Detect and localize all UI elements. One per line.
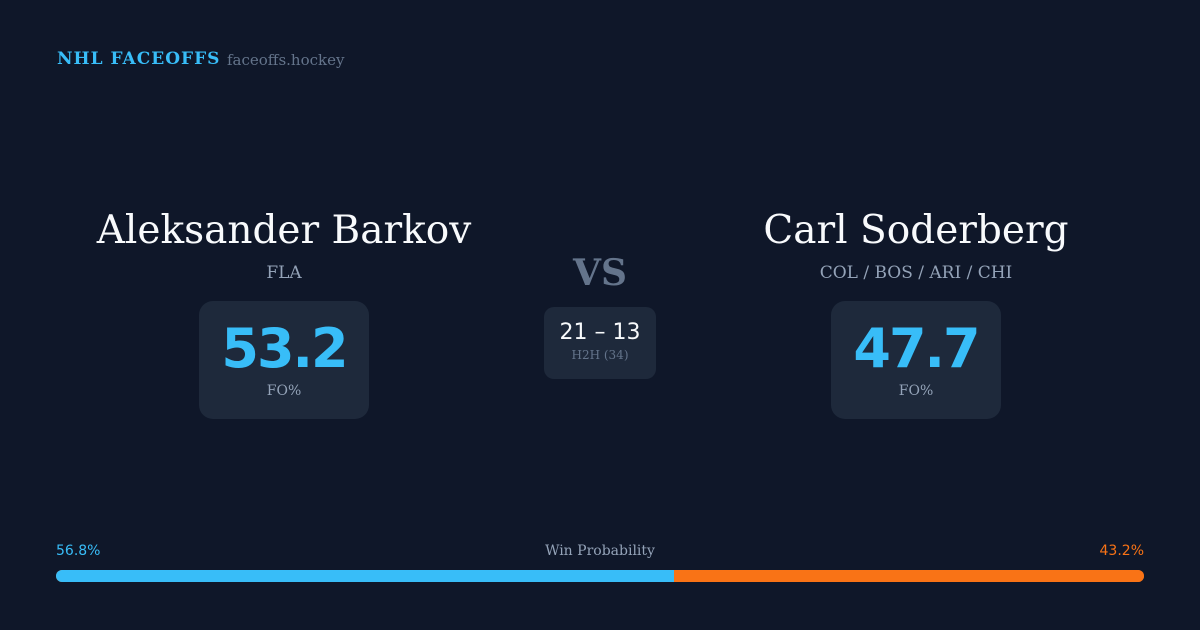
- player-1-name: Aleksander Barkov: [96, 208, 472, 253]
- player-2-team: COL / BOS / ARI / CHI: [819, 263, 1013, 283]
- player-2-fo-pct: 47.7: [853, 317, 980, 380]
- player-2-prob-fill: [673, 570, 1144, 582]
- site-domain: faceoffs.hockey: [227, 51, 345, 69]
- h2h-card: 21 – 13 H2H (34): [544, 307, 656, 379]
- player-1-fo-pct: 53.2: [221, 317, 348, 380]
- win-probability-label: Win Probability: [545, 543, 655, 559]
- player-1-prob-fill: [56, 570, 674, 582]
- player-2-fo-card: 47.7 FO%: [831, 301, 1001, 419]
- player-1-fo-label: FO%: [266, 383, 302, 399]
- player-2-win-prob: 43.2%: [1099, 543, 1144, 559]
- player-2-name: Carl Soderberg: [763, 208, 1069, 253]
- h2h-label: H2H (34): [571, 348, 629, 362]
- player-1-panel: Aleksander Barkov FLA 53.2 FO%: [44, 206, 524, 419]
- h2h-score: 21 – 13: [559, 320, 641, 345]
- player-2-fo-label: FO%: [898, 383, 934, 399]
- player-1-team: FLA: [266, 263, 302, 283]
- versus-label: VS: [573, 252, 627, 294]
- player-1-fo-card: 53.2 FO%: [199, 301, 369, 419]
- brand-title: NHL FACEOFFS: [57, 49, 221, 69]
- win-probability-bar: [56, 570, 1144, 582]
- player-2-panel: Carl Soderberg COL / BOS / ARI / CHI 47.…: [676, 206, 1156, 419]
- player-1-win-prob: 56.8%: [56, 543, 101, 559]
